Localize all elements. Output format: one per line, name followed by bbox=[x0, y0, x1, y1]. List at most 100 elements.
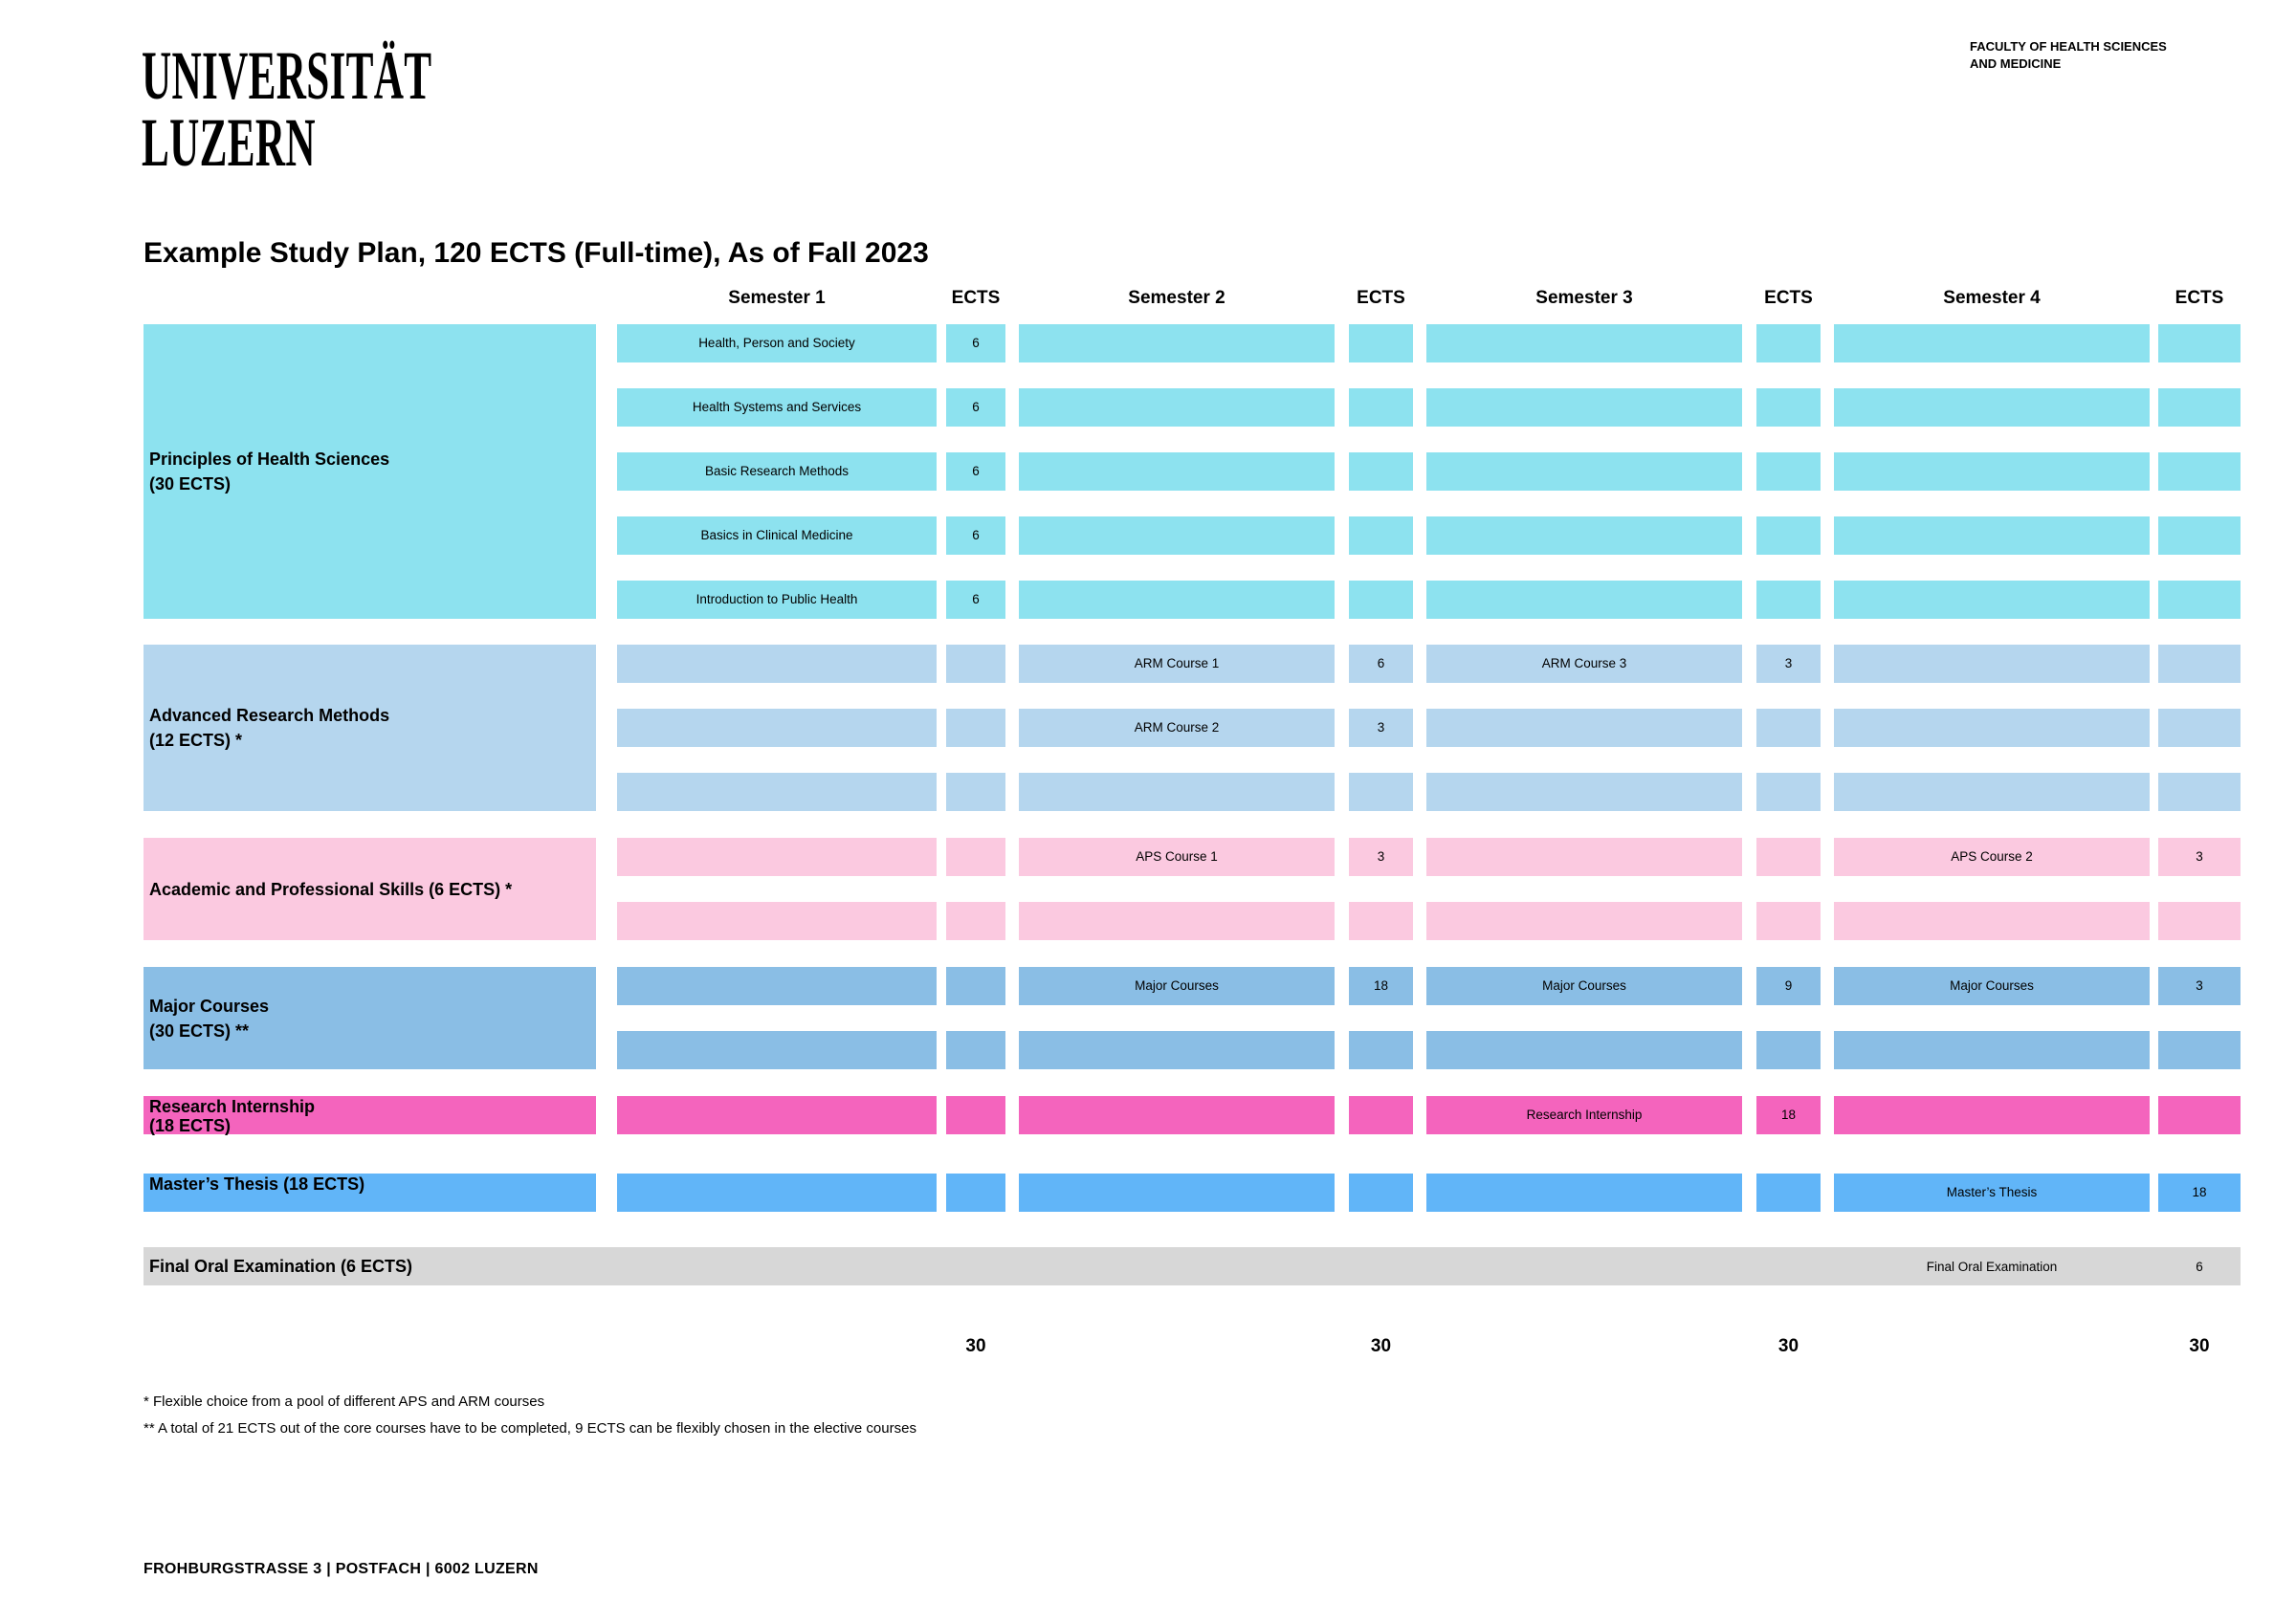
category-sublabel: (30 ECTS) bbox=[149, 474, 232, 494]
category-block-principles: Principles of Health Sciences (30 ECTS) bbox=[144, 324, 596, 619]
total-ects-semester-4: 30 bbox=[2189, 1336, 2210, 1356]
course-cell: Master’s Thesis bbox=[1834, 1174, 2150, 1212]
faculty-line-2: AND MEDICINE bbox=[1970, 56, 2062, 71]
section-principles: Principles of Health Sciences (30 ECTS) He… bbox=[144, 324, 2241, 619]
ects-cell: 6 bbox=[1349, 645, 1413, 683]
university-logo: UNIVERSITÄT LUZERN bbox=[142, 37, 432, 181]
footer-address: FROHBURGSTRASSE 3 | POSTFACH | 6002 LUZE… bbox=[144, 1561, 539, 1577]
ects-cell-empty bbox=[1756, 581, 1821, 619]
category-label: Advanced Research Methods bbox=[149, 706, 390, 725]
course-cell-empty bbox=[1834, 709, 2150, 747]
ects-cell-empty bbox=[1349, 452, 1413, 491]
category-block-internship: Research Internship (18 ECTS) bbox=[144, 1096, 596, 1135]
ects-cell: 9 bbox=[1756, 967, 1821, 1005]
course-cell-empty bbox=[1834, 1031, 2150, 1069]
ects-cell-empty bbox=[946, 1031, 1005, 1069]
course-cell-empty bbox=[1426, 838, 1742, 876]
ects-cell: 18 bbox=[2158, 1174, 2241, 1212]
ects-cell-empty bbox=[1349, 1096, 1413, 1134]
course-cell-empty bbox=[1019, 516, 1335, 555]
ects-cell-empty bbox=[946, 967, 1005, 1005]
column-header-semester-2: Semester 2 bbox=[1128, 288, 1225, 308]
course-cell-empty bbox=[1019, 1096, 1335, 1134]
column-header-ects-2: ECTS bbox=[1357, 288, 1405, 308]
ects-cell-empty bbox=[1756, 1031, 1821, 1069]
ects-cell-empty bbox=[1756, 902, 1821, 940]
course-cell-empty bbox=[1834, 388, 2150, 427]
course-cell: ARM Course 2 bbox=[1019, 709, 1335, 747]
course-cell: Major Courses bbox=[1834, 967, 2150, 1005]
course-cell-empty bbox=[1019, 1031, 1335, 1069]
ects-cell: 6 bbox=[946, 516, 1005, 555]
section-aps: Academic and Professional Skills (6 ECTS… bbox=[144, 838, 2241, 940]
ects-cell: 6 bbox=[946, 452, 1005, 491]
category-block-aps: Academic and Professional Skills (6 ECTS… bbox=[144, 838, 596, 940]
course-cell-empty bbox=[617, 773, 937, 811]
course-cell: Basics in Clinical Medicine bbox=[617, 516, 937, 555]
ects-cell-empty bbox=[1349, 516, 1413, 555]
ects-cell-empty bbox=[1349, 581, 1413, 619]
logo-line-1: UNIVERSITÄT bbox=[142, 37, 432, 114]
ects-cell-empty bbox=[2158, 452, 2241, 491]
course-cell-empty bbox=[617, 902, 937, 940]
course-cell-empty bbox=[1019, 388, 1335, 427]
course-cell-empty bbox=[1019, 902, 1335, 940]
category-label: Research Internship bbox=[149, 1097, 316, 1116]
page-title: Example Study Plan, 120 ECTS (Full-time)… bbox=[144, 237, 929, 269]
semester-totals-row: 30 30 30 30 bbox=[144, 1335, 2241, 1358]
column-header-ects-1: ECTS bbox=[951, 288, 1001, 308]
course-cell-empty bbox=[1834, 452, 2150, 491]
faculty-name: FACULTY OF HEALTH SCIENCES AND MEDICINE bbox=[1970, 38, 2167, 73]
section-thesis: Master’s Thesis (18 ECTS) Master’s Thesis… bbox=[144, 1174, 2241, 1212]
ects-cell-empty bbox=[1756, 516, 1821, 555]
course-cell-empty bbox=[1019, 773, 1335, 811]
final-exam-bar: Final Oral Examination (6 ECTS) Final Or… bbox=[144, 1247, 2241, 1285]
course-cell-empty bbox=[1426, 1031, 1742, 1069]
course-cell: ARM Course 3 bbox=[1426, 645, 1742, 683]
ects-cell: 3 bbox=[1349, 709, 1413, 747]
course-cell: Health, Person and Society bbox=[617, 324, 937, 362]
logo-line-2: LUZERN bbox=[142, 104, 316, 181]
course-cell: APS Course 1 bbox=[1019, 838, 1335, 876]
ects-cell-empty bbox=[2158, 1031, 2241, 1069]
ects-cell: 3 bbox=[2158, 838, 2241, 876]
course-cell-empty bbox=[617, 645, 937, 683]
course-cell: Research Internship bbox=[1426, 1096, 1742, 1134]
ects-cell-empty bbox=[1756, 709, 1821, 747]
section-major: Major Courses (30 ECTS) ** Major Courses 18… bbox=[144, 967, 2241, 1069]
course-cell-empty bbox=[1426, 388, 1742, 427]
ects-cell-empty bbox=[2158, 902, 2241, 940]
course-cell-empty bbox=[617, 838, 937, 876]
course-cell-empty bbox=[1834, 581, 2150, 619]
footnote-1: * Flexible choice from a pool of differe… bbox=[144, 1394, 545, 1410]
course-cell-empty bbox=[1019, 452, 1335, 491]
category-block-thesis: Master’s Thesis (18 ECTS) bbox=[144, 1174, 596, 1212]
ects-cell-empty bbox=[1349, 902, 1413, 940]
column-header-semester-1: Semester 1 bbox=[728, 288, 826, 308]
ects-cell-empty bbox=[1349, 1174, 1413, 1212]
ects-cell: 3 bbox=[2158, 967, 2241, 1005]
section-internship: Research Internship (18 ECTS) Research Int… bbox=[144, 1096, 2241, 1135]
course-cell-empty bbox=[1426, 581, 1742, 619]
course-cell-empty bbox=[1426, 516, 1742, 555]
ects-cell-empty bbox=[2158, 645, 2241, 683]
course-cell: APS Course 2 bbox=[1834, 838, 2150, 876]
course-cell-empty bbox=[617, 709, 937, 747]
category-label: Academic and Professional Skills (6 ECTS… bbox=[149, 879, 513, 899]
category-label: Master’s Thesis (18 ECTS) bbox=[149, 1174, 365, 1194]
course-cell-empty bbox=[1834, 324, 2150, 362]
category-label: Major Courses bbox=[149, 996, 270, 1016]
ects-cell-empty bbox=[946, 709, 1005, 747]
ects-cell-empty bbox=[1756, 1174, 1821, 1212]
ects-cell-empty bbox=[2158, 709, 2241, 747]
column-header-ects-3: ECTS bbox=[1764, 288, 1813, 308]
course-cell: Major Courses bbox=[1019, 967, 1335, 1005]
course-cell-empty bbox=[1019, 324, 1335, 362]
category-block-major: Major Courses (30 ECTS) ** bbox=[144, 967, 596, 1069]
ects-cell-empty bbox=[1349, 1031, 1413, 1069]
ects-cell-empty bbox=[2158, 516, 2241, 555]
course-cell-empty bbox=[1834, 645, 2150, 683]
ects-cell: 18 bbox=[1756, 1096, 1821, 1134]
ects-cell-empty bbox=[1349, 773, 1413, 811]
